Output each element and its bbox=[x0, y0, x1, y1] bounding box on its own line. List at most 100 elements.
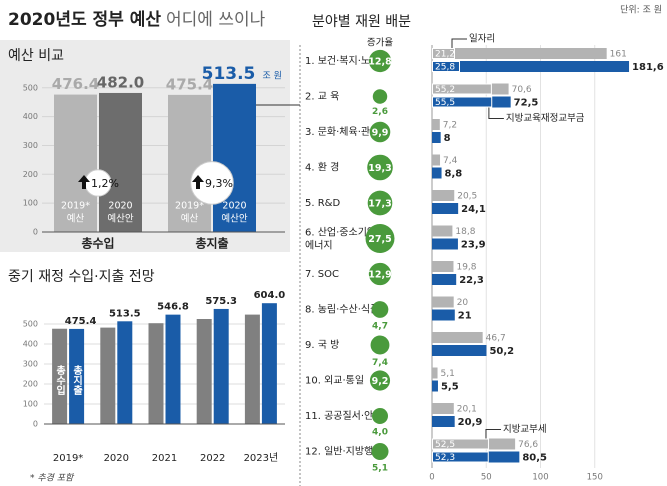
category-label: 11. 공공질서·안전 bbox=[305, 410, 382, 422]
value-label: 20,5 bbox=[457, 192, 477, 202]
bar bbox=[432, 48, 607, 59]
value-label: 24,1 bbox=[461, 204, 486, 215]
sub-bar bbox=[432, 438, 489, 450]
growth-circle bbox=[371, 301, 389, 318]
series-name: 총지출 bbox=[71, 364, 83, 396]
value-label: 18,8 bbox=[455, 227, 475, 237]
bar bbox=[432, 203, 459, 214]
value-label: 475.4 bbox=[65, 316, 97, 327]
category-label: 3. 문화·체육·관광 bbox=[305, 126, 379, 138]
growth-label: 5,1 bbox=[372, 464, 388, 474]
series-label: 예산 bbox=[181, 214, 199, 225]
bar bbox=[432, 367, 438, 379]
value-unit: 조 원 bbox=[263, 70, 282, 81]
growth-label: 1,2% bbox=[91, 177, 119, 190]
value-label: 7,2 bbox=[443, 121, 457, 131]
bar bbox=[432, 332, 483, 343]
x-tick-label: 50 bbox=[481, 473, 492, 483]
bar bbox=[432, 61, 630, 72]
x-tick-label: 0 bbox=[429, 473, 434, 483]
x-tick-label: 2019* bbox=[53, 453, 83, 464]
bar bbox=[99, 92, 142, 232]
sub-value-label: 25,8 bbox=[435, 63, 455, 73]
category-label: 12. 일반·지방행정 bbox=[305, 446, 382, 458]
bar bbox=[117, 321, 133, 424]
growth-label: 4,0 bbox=[372, 428, 388, 438]
bar bbox=[69, 328, 85, 424]
y-tick-label: 200 bbox=[23, 380, 38, 389]
growth-label: 9,2 bbox=[372, 376, 389, 387]
value-label: 604.0 bbox=[254, 290, 286, 301]
growth-circle bbox=[370, 335, 390, 355]
growth-circle bbox=[190, 161, 234, 205]
value-label: 5,1 bbox=[441, 369, 455, 379]
value-label: 482.0 bbox=[97, 73, 144, 91]
growth-label: 9,3% bbox=[205, 177, 233, 190]
sub-bar bbox=[432, 451, 489, 463]
bar bbox=[52, 328, 68, 424]
sub-value-label: 21,2 bbox=[435, 50, 455, 60]
growth-arrow bbox=[192, 174, 204, 189]
bar bbox=[244, 314, 260, 424]
growth-label: 9,9 bbox=[372, 128, 389, 139]
growth-circle bbox=[368, 262, 392, 286]
bar bbox=[100, 327, 116, 424]
growth-label: 7,4 bbox=[372, 358, 388, 368]
bar bbox=[148, 323, 164, 424]
series-label: 2020 bbox=[108, 201, 132, 212]
y-tick-label: 200 bbox=[23, 170, 38, 179]
bar bbox=[432, 345, 487, 356]
value-label: 513.5 bbox=[202, 64, 256, 84]
value-label: 23,9 bbox=[461, 240, 486, 251]
series-label: 2019* bbox=[175, 201, 204, 212]
growth-circle bbox=[367, 154, 393, 181]
value-label: 20 bbox=[457, 298, 469, 308]
category-label: 10. 외교·통일 bbox=[305, 375, 364, 387]
series-label: 2020 bbox=[222, 201, 246, 212]
bar bbox=[432, 451, 520, 463]
leader-line bbox=[485, 429, 501, 439]
value-label: 546.8 bbox=[157, 302, 189, 313]
category-label: 총지출 bbox=[195, 236, 228, 251]
leader-line bbox=[488, 107, 504, 119]
value-label: 19,8 bbox=[456, 263, 476, 273]
value-label: 5,5 bbox=[441, 382, 459, 393]
sub-value-label: 55,2 bbox=[435, 85, 455, 95]
value-label: 513.5 bbox=[109, 308, 141, 319]
category-label: 8. 농림·수산·식품 bbox=[305, 304, 379, 316]
growth-label: 17,3 bbox=[368, 199, 391, 210]
value-label: 181,6 bbox=[632, 62, 664, 73]
sub-bar bbox=[432, 96, 493, 108]
category-label: 4. 환 경 bbox=[305, 161, 339, 174]
y-tick-label: 0 bbox=[33, 228, 38, 237]
bar bbox=[432, 225, 453, 237]
value-label: 70,6 bbox=[512, 85, 532, 95]
value-label: 20,9 bbox=[458, 417, 483, 428]
bar bbox=[432, 416, 455, 427]
value-label: 161 bbox=[610, 50, 627, 60]
bar bbox=[432, 190, 455, 201]
sub-value-label: 52,3 bbox=[435, 453, 455, 463]
category-label: 2. 교 육 bbox=[305, 91, 339, 103]
bar bbox=[213, 83, 256, 232]
bar bbox=[432, 132, 441, 143]
value-label: 8 bbox=[444, 133, 451, 144]
series-label: 2019* bbox=[61, 201, 90, 212]
growth-label: 2,6 bbox=[372, 107, 388, 117]
bar bbox=[432, 154, 441, 166]
page-title: 2020년도 정부 예산 어디에 쓰이나 bbox=[8, 10, 266, 30]
bar bbox=[432, 238, 458, 250]
growth-circle bbox=[371, 442, 389, 461]
y-tick-label: 500 bbox=[23, 320, 38, 329]
x-tick-label: 2021 bbox=[152, 453, 177, 464]
growth-header: 증가율 bbox=[367, 38, 393, 49]
sub-bar bbox=[432, 83, 492, 95]
y-tick-label: 100 bbox=[23, 400, 38, 409]
sub-value-label: 55,5 bbox=[435, 98, 455, 108]
bar bbox=[432, 96, 511, 108]
x-tick-label: 100 bbox=[532, 473, 548, 483]
y-tick-label: 400 bbox=[23, 340, 38, 349]
unit-label: 단위: 조 원 bbox=[620, 5, 662, 16]
value-label: 80,5 bbox=[522, 453, 547, 464]
growth-circle bbox=[372, 89, 388, 104]
